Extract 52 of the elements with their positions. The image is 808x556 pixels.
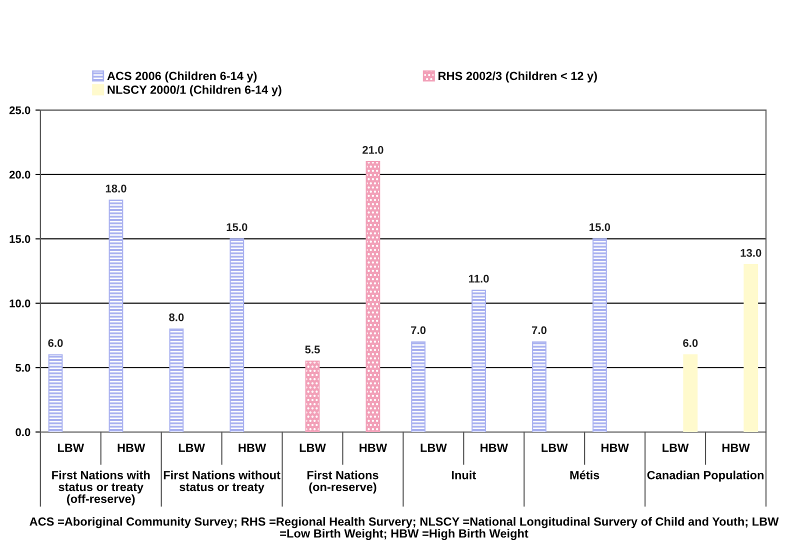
y-tick-label: 5.0 xyxy=(16,364,30,372)
text: Métis xyxy=(570,470,600,480)
x-tick-label: LBW xyxy=(178,444,205,452)
y-tick-label: 15.0 xyxy=(10,235,30,243)
text: Inuit xyxy=(452,470,476,480)
x-tick-label: HBW xyxy=(360,444,388,452)
text: First Nations without status or treaty xyxy=(164,470,280,494)
bar xyxy=(366,161,380,432)
bar xyxy=(532,341,546,432)
data-label: 11.0 xyxy=(468,274,489,283)
x-tick-label: LBW xyxy=(662,444,689,452)
text: First Nations with status or treaty (off-reserve) xyxy=(52,470,150,506)
bar xyxy=(305,360,320,432)
bar xyxy=(592,238,607,432)
y-tick-label: 20.0 xyxy=(9,170,30,179)
x-tick-label: HBW xyxy=(602,444,629,452)
data-label: 13.0 xyxy=(740,248,762,257)
y-tick-label: 10.0 xyxy=(10,300,30,308)
legend-label: NLSCY 2000/1 (Children 6-14 y) xyxy=(108,85,282,96)
x-tick-label: HBW xyxy=(238,444,266,452)
x-tick-label: LBW xyxy=(420,444,447,452)
text: Canadian Population xyxy=(647,470,764,482)
text: ACS =Aboriginal Community Survey; RHS =Regional Health Survery; NLSCY =National Longitudinal Survery of Child and Youth; LBW =Low Birth Weight; HBW =High Birth Weight xyxy=(30,517,779,540)
bar xyxy=(169,328,184,432)
bar xyxy=(411,341,426,432)
legend-label: ACS 2006 (Children 6-14 y) xyxy=(107,71,257,82)
data-label: 6.0 xyxy=(48,339,63,347)
bar xyxy=(744,264,758,432)
bar xyxy=(683,354,698,432)
legend-label: RHS 2002/3 (Children < 12 y) xyxy=(438,71,597,82)
data-label: 21.0 xyxy=(362,146,384,154)
data-label: 7.0 xyxy=(411,326,426,334)
data-label: 5.5 xyxy=(305,346,320,354)
x-tick-label: LBW xyxy=(58,444,84,452)
data-label: 18.0 xyxy=(106,184,126,192)
data-label: 8.0 xyxy=(169,313,184,322)
data-label: 15.0 xyxy=(590,223,610,232)
x-tick-label: HBW xyxy=(118,444,146,452)
y-tick-label: 25.0 xyxy=(9,106,30,114)
x-tick-label: LBW xyxy=(542,444,568,452)
bar xyxy=(230,238,244,432)
text: First Nations (on-reserve) xyxy=(307,470,378,494)
x-tick-label: LBW xyxy=(300,444,326,452)
data-label: 6.0 xyxy=(683,339,698,347)
bar xyxy=(48,354,63,432)
y-tick-label: 0.0 xyxy=(16,428,30,436)
bar xyxy=(108,200,124,432)
x-tick-label: HBW xyxy=(480,444,508,452)
data-label: 7.0 xyxy=(532,326,547,334)
bar xyxy=(472,290,486,432)
x-tick-label: HBW xyxy=(722,444,750,452)
data-label: 15.0 xyxy=(226,223,248,232)
